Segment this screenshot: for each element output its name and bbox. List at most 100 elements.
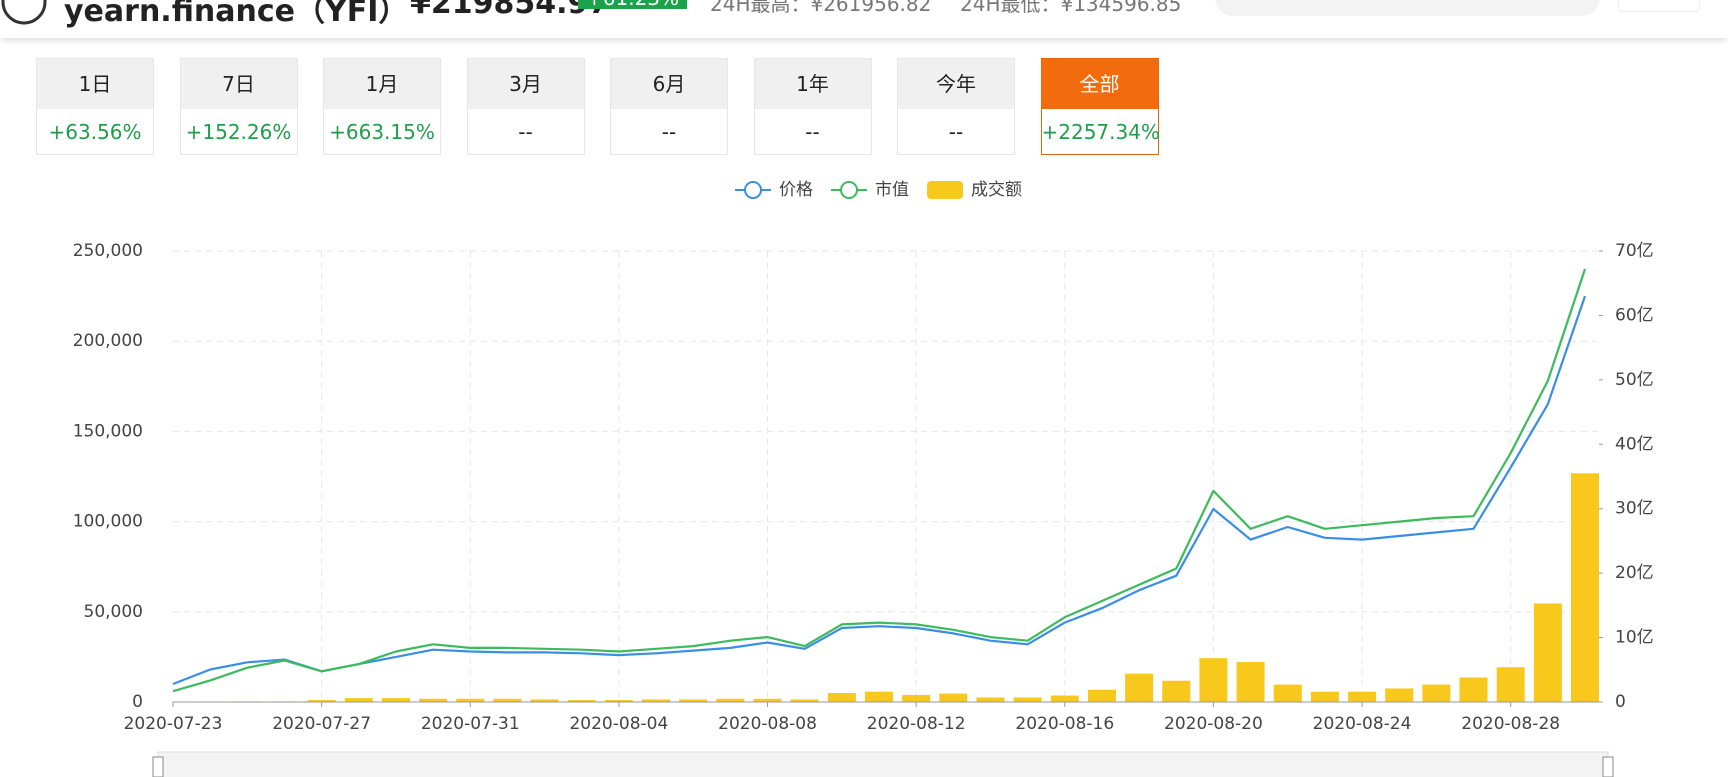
volume-bar <box>902 694 931 702</box>
volume-bar <box>1571 473 1599 702</box>
period-tab[interactable]: 1月 +663.15% <box>323 58 441 155</box>
y-tick-label: 0 <box>132 692 143 712</box>
volume-bar <box>1310 691 1339 702</box>
volume-bar <box>1422 684 1451 702</box>
period-tab[interactable]: 7日 +152.26% <box>179 58 298 155</box>
volume-bar <box>1162 680 1191 702</box>
volume-bar <box>567 700 596 702</box>
x-tick-label: 2020-08-20 <box>1164 714 1263 734</box>
volume-bar <box>1236 662 1265 702</box>
volume-bar <box>1125 673 1154 702</box>
tab-change: +152.26% <box>185 120 292 144</box>
legend-label: 价格 <box>779 180 813 200</box>
y2-tick-label: 50亿 <box>1615 370 1654 390</box>
legend-label: 成交额 <box>971 180 1022 200</box>
volume-bar <box>530 699 559 702</box>
volume-bar <box>604 700 633 702</box>
tab-change: -- <box>661 120 677 144</box>
volume-bar <box>1273 684 1302 702</box>
volume-bar <box>1348 691 1377 702</box>
volume-bar <box>493 698 522 702</box>
volume-bar <box>1385 688 1414 702</box>
zoom-slider <box>157 751 1609 777</box>
y-tick-label: 250,000 <box>73 241 143 261</box>
tab-label: 7日 <box>180 59 297 109</box>
tab-change: +663.15% <box>329 120 435 144</box>
volume-bar <box>865 691 893 702</box>
period-tab[interactable]: 今年 -- <box>897 58 1015 155</box>
y-tick-label: 150,000 <box>73 421 143 441</box>
volume-bar <box>790 699 819 702</box>
volume-bar <box>716 698 745 702</box>
volume-bar <box>1013 697 1042 702</box>
tab-change: +63.56% <box>48 120 142 144</box>
volume-bar <box>307 700 336 702</box>
legend-swatch <box>744 181 762 199</box>
legend-swatch <box>840 181 858 199</box>
y2-tick-label: 30亿 <box>1615 499 1654 519</box>
y-tick-label: 50,000 <box>84 602 143 622</box>
x-tick-label: 2020-07-23 <box>124 714 223 734</box>
series-line <box>172 295 1587 686</box>
search-box[interactable] <box>1215 0 1600 16</box>
volume-bar <box>1087 689 1116 702</box>
tab-change: -- <box>948 120 964 144</box>
x-tick-label: 2020-08-12 <box>867 714 966 734</box>
x-tick-label: 2020-08-28 <box>1461 714 1560 734</box>
y-tick-label: 200,000 <box>73 331 143 351</box>
y2-tick-label: 70亿 <box>1615 241 1654 261</box>
y-tick-label: 100,000 <box>73 512 143 532</box>
currency-button[interactable] <box>1618 0 1700 12</box>
zoom-handle <box>152 756 164 777</box>
y2-tick-label: 60亿 <box>1615 305 1654 325</box>
tab-label: 1日 <box>37 59 153 109</box>
volume-bar <box>1050 695 1079 702</box>
top-bar: yearn.finance（YFI） ¥219854.97 +61.23% 24… <box>0 0 1728 38</box>
coin-icon <box>1 0 47 25</box>
y2-tick-label: 0 <box>1615 692 1626 712</box>
x-tick-label: 2020-08-04 <box>569 714 668 734</box>
tab-change: +2257.34% <box>1041 120 1160 144</box>
tab-label: 1月 <box>324 59 440 109</box>
x-tick-label: 2020-08-16 <box>1015 714 1114 734</box>
volume-bar <box>1459 677 1488 702</box>
tab-label: 1年 <box>754 59 871 109</box>
y2-tick-label: 40亿 <box>1615 434 1654 454</box>
x-tick-label: 2020-07-27 <box>272 714 371 734</box>
volume-bar <box>679 699 708 702</box>
period-tab[interactable]: 1年 -- <box>753 58 872 155</box>
zoom-handle <box>1602 756 1614 777</box>
x-tick-label: 2020-08-08 <box>718 714 817 734</box>
volume-bar <box>381 698 410 702</box>
chart: 0 50,000 100,000 150,000 200,000 250,000 0 10亿 2… <box>73 180 1654 777</box>
tab-label: 今年 <box>898 59 1014 109</box>
volume-bar <box>344 698 373 702</box>
volume-bar <box>1533 603 1562 702</box>
period-tab[interactable]: 6月 -- <box>610 58 728 155</box>
change-badge: +61.23% <box>578 0 688 9</box>
tab-label: 6月 <box>611 59 727 109</box>
volume-bar <box>827 692 856 702</box>
price: ¥219854.97 <box>410 0 610 21</box>
tab-change: -- <box>518 120 533 144</box>
legend-label: 市值 <box>875 180 909 200</box>
tab-label: 3月 <box>467 59 584 109</box>
series-line <box>172 268 1587 693</box>
volume-bar <box>976 697 1005 702</box>
volume-bar <box>642 699 671 702</box>
volume-bar <box>419 698 448 702</box>
period-tab[interactable]: 3月 -- <box>466 58 585 155</box>
volume-bar <box>939 693 968 702</box>
tab-change: -- <box>805 120 820 144</box>
x-tick-label: 2020-08-24 <box>1313 714 1412 734</box>
legend-swatch <box>927 181 963 199</box>
volume-bar <box>753 698 782 702</box>
low-24h: 24H最低：¥134596.85 <box>960 0 1182 16</box>
volume-bar <box>456 698 485 702</box>
period-tab[interactable]: 1日 +63.56% <box>36 58 154 155</box>
x-tick-label: 2020-07-31 <box>421 714 520 734</box>
period-tab[interactable]: 全部 +2257.34% <box>1040 58 1160 155</box>
volume-bar <box>1199 658 1228 702</box>
coin-title: yearn.finance（YFI） <box>64 0 409 29</box>
